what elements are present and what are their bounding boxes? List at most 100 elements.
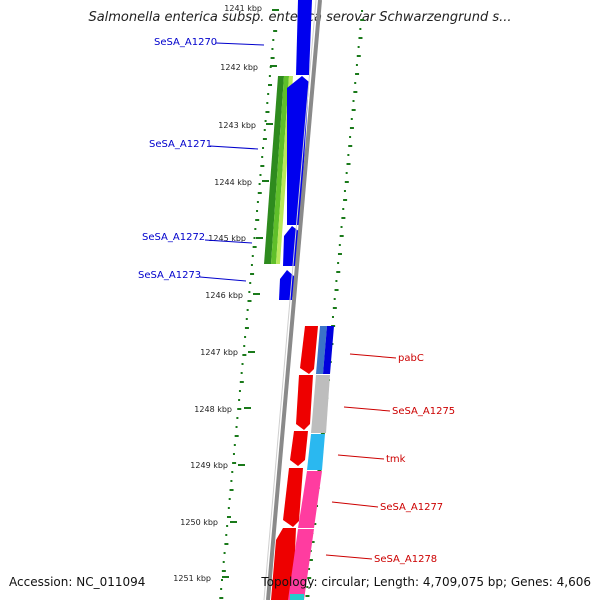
kbp-tick-label: 1241 kbp [224,4,262,13]
gene-label: SeSA_A1278 [374,554,437,565]
gene-label-leader [343,406,391,412]
kbp-tick-mark [270,65,277,67]
gc-dot [228,498,231,500]
gc-dot [232,453,235,455]
gc-dot [340,226,343,228]
gene-label-leader [209,145,259,150]
gene-label-leader [215,42,265,46]
gc-dot [222,561,225,563]
gc-dot [332,307,337,309]
gc-dot [260,165,265,167]
gene-label: pabC [398,353,424,364]
gc-dot [258,183,261,185]
kbp-tick-label: 1251 kbp [173,574,211,583]
gc-dot [250,273,255,275]
gc-dot [358,37,363,39]
gc-dot [264,120,267,122]
kbp-tick-mark [244,407,251,409]
gc-dot [236,417,239,419]
gc-dot [342,208,345,210]
gc-dot [226,516,231,518]
gc-dot [306,586,309,588]
gene-arrow [283,468,303,527]
gene-label-leader [331,501,379,508]
gene-arrow [287,76,309,225]
gc-dot [226,525,229,527]
genome-backbone [263,0,322,600]
gc-dot [337,253,342,255]
gc-dot [337,262,340,264]
gc-dot [220,579,223,581]
gc-dot [221,570,226,572]
kbp-tick-label: 1242 kbp [220,63,258,72]
gc-dot [355,73,360,75]
gc-dot [341,217,346,219]
gene-label-leader [325,554,373,560]
gc-dot [225,534,228,536]
gc-dot [241,363,244,365]
gc-dot [335,280,338,282]
gc-dot [238,390,241,392]
gene-label: SeSA_A1273 [138,270,201,281]
kbp-tick-label: 1249 kbp [190,461,228,470]
gc-dot [344,181,349,183]
kbp-tick-label: 1248 kbp [194,405,232,414]
gc-dot [338,244,341,246]
topology-text: Topology: circular; Length: 4,709,075 bp… [261,575,591,589]
gc-dot [250,264,253,266]
kbp-tick-label: 1250 kbp [180,518,218,527]
kbp-tick-mark [230,521,237,523]
gene-label: SeSA_A1275 [392,406,455,417]
forward-gene-track [279,0,312,300]
gc-dot [346,163,351,165]
gc-dot [229,489,234,491]
gc-dot [355,64,358,66]
kbp-tick-mark [262,180,269,182]
gc-dot [331,316,334,318]
kbp-tick-label: 1244 kbp [214,178,252,187]
kbp-tick-mark [272,9,279,11]
accession-text: Accession: NC_011094 [9,575,146,589]
kbp-tick-mark [256,237,263,239]
gc-dot [223,552,226,554]
gc-dot [245,318,248,320]
gc-dot [351,109,356,111]
gc-dot [242,354,247,356]
gene-label-leader [199,276,247,282]
gc-dot [360,19,365,21]
gc-dot [248,291,251,293]
gc-dot [220,588,223,590]
gc-dot [353,91,358,93]
gc-dot [348,145,353,147]
gc-dot [349,136,352,138]
gene-arrow [300,326,318,374]
gc-dot [244,336,247,338]
gc-dot [230,480,233,482]
gc-dot [345,172,348,174]
gc-dot [247,300,252,302]
gc-dot [271,48,274,50]
kbp-tick-label: 1245 kbp [208,234,246,243]
gc-dot [359,28,362,30]
gc-dot [240,372,243,374]
gc-dot [259,174,262,176]
gc-dot [305,595,310,597]
kbp-tick-label: 1246 kbp [205,291,243,300]
gc-dot [267,93,270,95]
kbp-tick-mark [238,464,245,466]
kbp-tick-mark [222,576,229,578]
gc-dot [272,39,275,41]
gc-dot [308,559,313,561]
gene-label: SeSA_A1271 [149,139,212,150]
gc-dot [308,568,311,570]
gc-dot [252,246,257,248]
gc-dot [349,127,354,129]
kbp-tick-label: 1247 kbp [200,348,238,357]
gc-dot [352,100,355,102]
gc-dot [255,219,260,221]
kbp-tick-mark [248,351,255,353]
gc-dot [350,118,353,120]
gc-dot [253,237,256,239]
